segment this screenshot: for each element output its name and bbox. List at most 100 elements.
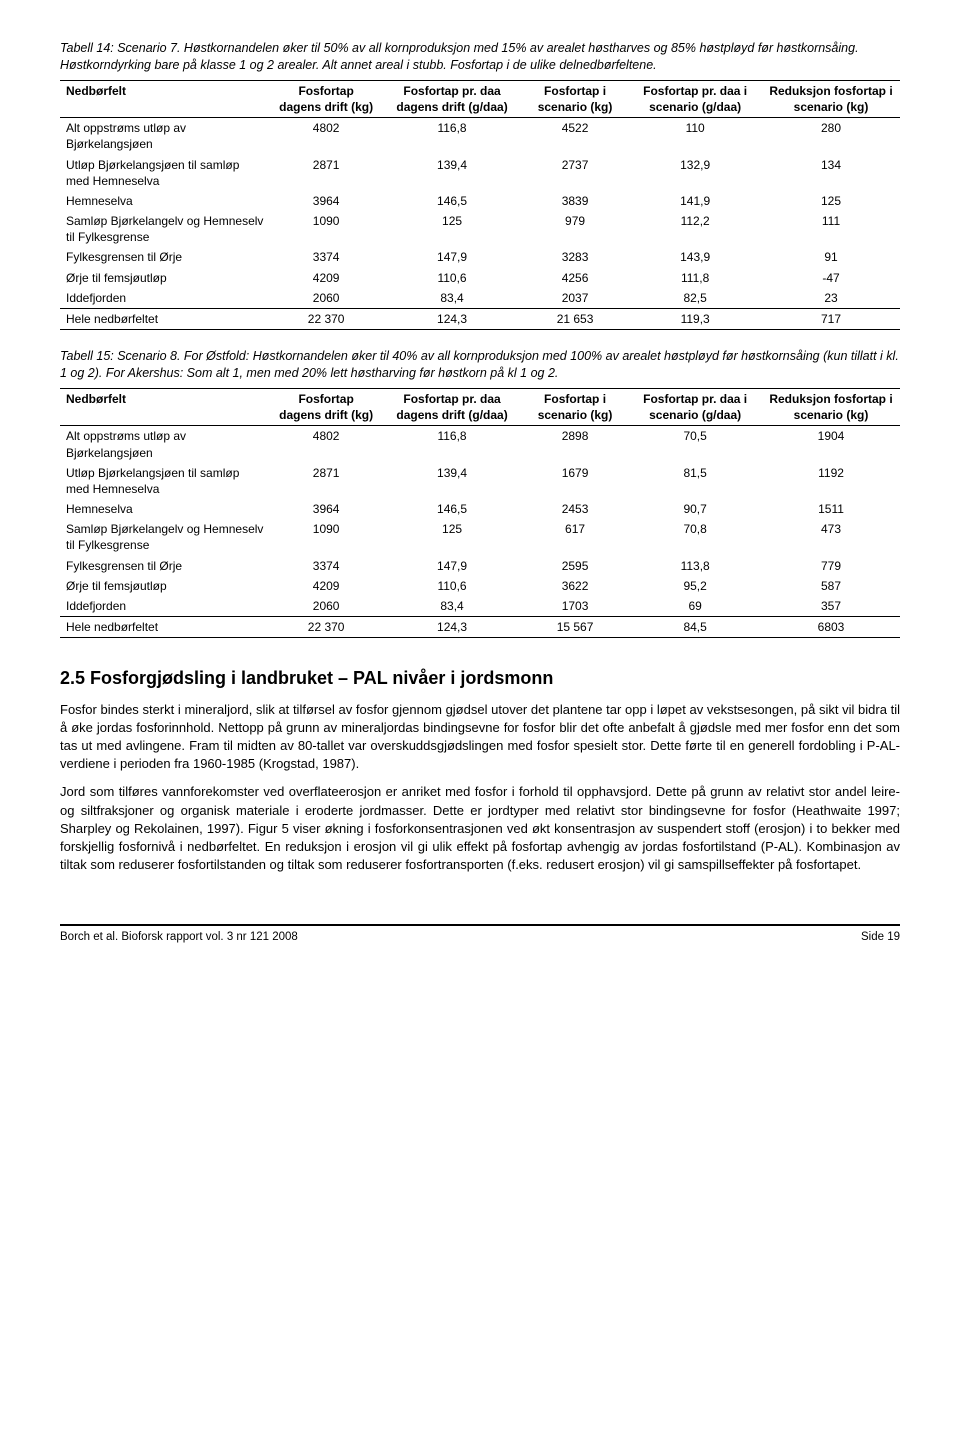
cell: 4522	[522, 118, 628, 155]
cell: 1679	[522, 463, 628, 499]
col-header: Fosfortap i scenario (kg)	[522, 80, 628, 117]
cell: Ørje til femsjøutløp	[60, 268, 270, 288]
cell: Alt oppstrøms utløp av Bjørkelangsjøen	[60, 426, 270, 463]
cell: 116,8	[382, 426, 522, 463]
cell: 21 653	[522, 309, 628, 330]
table-row: Alt oppstrøms utløp av Bjørkelangsjøen48…	[60, 118, 900, 155]
cell: Utløp Bjørkelangsjøen til samløp med Hem…	[60, 463, 270, 499]
cell: 119,3	[628, 309, 762, 330]
cell: 125	[762, 191, 900, 211]
cell: 587	[762, 576, 900, 596]
cell: 4256	[522, 268, 628, 288]
cell: Utløp Bjørkelangsjøen til samløp med Hem…	[60, 155, 270, 191]
cell: Iddefjorden	[60, 596, 270, 617]
cell: Hele nedbørfeltet	[60, 617, 270, 638]
table-row: Utløp Bjørkelangsjøen til samløp med Hem…	[60, 463, 900, 499]
cell: -47	[762, 268, 900, 288]
cell: 3374	[270, 556, 382, 576]
cell: 3839	[522, 191, 628, 211]
cell: 112,2	[628, 211, 762, 247]
cell: 111,8	[628, 268, 762, 288]
col-header: Reduksjon fosfortap i scenario (kg)	[762, 80, 900, 117]
cell: 4209	[270, 268, 382, 288]
paragraph: Jord som tilføres vannforekomster ved ov…	[60, 783, 900, 874]
cell: 132,9	[628, 155, 762, 191]
col-header: Nedbørfelt	[60, 80, 270, 117]
cell: 2595	[522, 556, 628, 576]
cell: 473	[762, 519, 900, 555]
table-row: Alt oppstrøms utløp av Bjørkelangsjøen48…	[60, 426, 900, 463]
cell: Alt oppstrøms utløp av Bjørkelangsjøen	[60, 118, 270, 155]
footer-citation: Borch et al. Bioforsk rapport vol. 3 nr …	[60, 930, 298, 946]
section-title: 2.5 Fosforgjødsling i landbruket – PAL n…	[60, 666, 900, 690]
cell: 111	[762, 211, 900, 247]
cell: Samløp Bjørkelangelv og Hemneselv til Fy…	[60, 519, 270, 555]
table-row: Fylkesgrensen til Ørje3374147,93283143,9…	[60, 247, 900, 267]
table-15: Nedbørfelt Fosfortap dagens drift (kg) F…	[60, 388, 900, 638]
cell: 717	[762, 309, 900, 330]
table-row: Samløp Bjørkelangelv og Hemneselv til Fy…	[60, 519, 900, 555]
cell: 70,5	[628, 426, 762, 463]
cell: Hele nedbørfeltet	[60, 309, 270, 330]
table-row: Hemneselva3964146,53839141,9125	[60, 191, 900, 211]
cell: 90,7	[628, 499, 762, 519]
cell: 91	[762, 247, 900, 267]
table-row: Fylkesgrensen til Ørje3374147,92595113,8…	[60, 556, 900, 576]
cell: Fylkesgrensen til Ørje	[60, 556, 270, 576]
table14-caption: Tabell 14: Scenario 7. Høstkornandelen ø…	[60, 40, 900, 74]
cell: 1090	[270, 211, 382, 247]
cell: 357	[762, 596, 900, 617]
cell: Hemneselva	[60, 499, 270, 519]
cell: 82,5	[628, 288, 762, 309]
col-header: Fosfortap pr. daa i scenario (g/daa)	[628, 80, 762, 117]
col-header: Fosfortap dagens drift (kg)	[270, 80, 382, 117]
cell: 147,9	[382, 247, 522, 267]
cell: 3283	[522, 247, 628, 267]
col-header: Fosfortap i scenario (kg)	[522, 388, 628, 425]
cell: 95,2	[628, 576, 762, 596]
cell: 125	[382, 519, 522, 555]
cell: Ørje til femsjøutløp	[60, 576, 270, 596]
cell: 110	[628, 118, 762, 155]
cell: Hemneselva	[60, 191, 270, 211]
cell: 124,3	[382, 617, 522, 638]
cell: 1904	[762, 426, 900, 463]
cell: 84,5	[628, 617, 762, 638]
cell: 69	[628, 596, 762, 617]
table-row: Samløp Bjørkelangelv og Hemneselv til Fy…	[60, 211, 900, 247]
table-row: Iddefjorden206083,4203782,523	[60, 288, 900, 309]
cell: 110,6	[382, 576, 522, 596]
table-total-row: Hele nedbørfeltet22 370124,321 653119,37…	[60, 309, 900, 330]
cell: 2737	[522, 155, 628, 191]
cell: 1090	[270, 519, 382, 555]
cell: 3374	[270, 247, 382, 267]
table-header-row: Nedbørfelt Fosfortap dagens drift (kg) F…	[60, 388, 900, 425]
cell: 979	[522, 211, 628, 247]
cell: 2871	[270, 155, 382, 191]
cell: 2453	[522, 499, 628, 519]
cell: 139,4	[382, 155, 522, 191]
cell: 3622	[522, 576, 628, 596]
col-header: Reduksjon fosfortap i scenario (kg)	[762, 388, 900, 425]
page-number: Side 19	[861, 930, 900, 946]
cell: 70,8	[628, 519, 762, 555]
page-footer: Borch et al. Bioforsk rapport vol. 3 nr …	[60, 924, 900, 946]
cell: 2871	[270, 463, 382, 499]
table-row: Ørje til femsjøutløp4209110,6362295,2587	[60, 576, 900, 596]
col-header: Nedbørfelt	[60, 388, 270, 425]
table15-caption: Tabell 15: Scenario 8. For Østfold: Høst…	[60, 348, 900, 382]
cell: 2060	[270, 288, 382, 309]
cell: Samløp Bjørkelangelv og Hemneselv til Fy…	[60, 211, 270, 247]
cell: 143,9	[628, 247, 762, 267]
cell: 6803	[762, 617, 900, 638]
col-header: Fosfortap pr. daa dagens drift (g/daa)	[382, 80, 522, 117]
table-total-row: Hele nedbørfeltet22 370124,315 56784,568…	[60, 617, 900, 638]
cell: 617	[522, 519, 628, 555]
cell: 110,6	[382, 268, 522, 288]
cell: 1703	[522, 596, 628, 617]
cell: 4209	[270, 576, 382, 596]
col-header: Fosfortap pr. daa dagens drift (g/daa)	[382, 388, 522, 425]
cell: 124,3	[382, 309, 522, 330]
cell: 83,4	[382, 288, 522, 309]
cell: 22 370	[270, 617, 382, 638]
